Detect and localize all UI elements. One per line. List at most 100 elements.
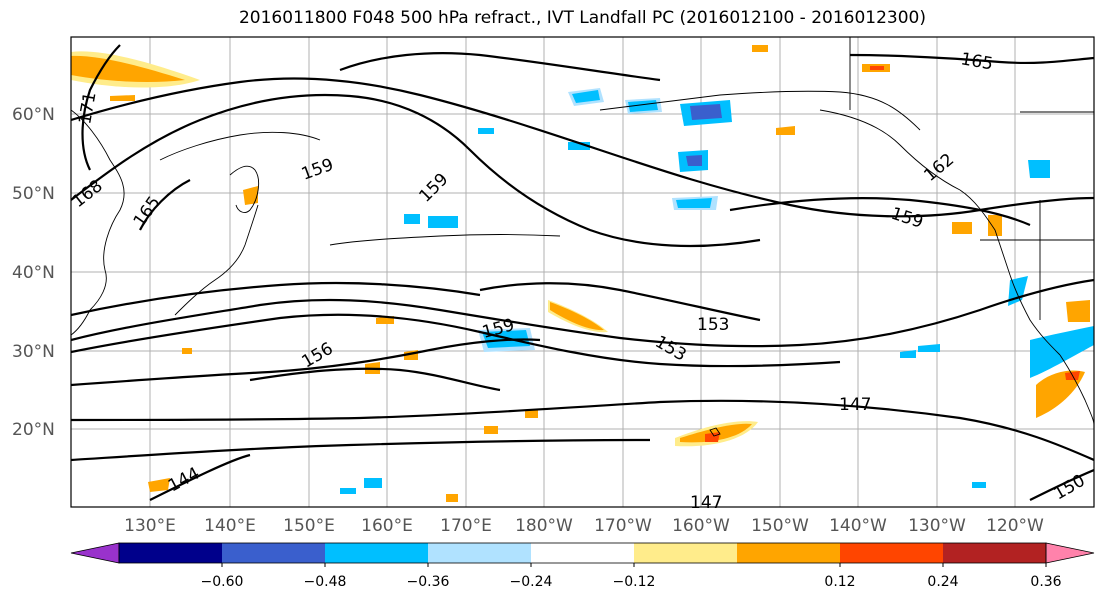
colorbar-extend-min bbox=[70, 542, 120, 564]
shade-positive bbox=[952, 222, 972, 234]
colorbar-tick-labels: −0.60−0.48−0.36−0.24−0.120.120.240.360.4… bbox=[201, 563, 1062, 590]
shade-negative bbox=[1030, 326, 1094, 378]
chart-title: 2016011800 F048 500 hPa refract., IVT La… bbox=[238, 8, 926, 28]
shade-negative bbox=[1028, 160, 1050, 178]
contour-line bbox=[479, 282, 761, 322]
colorbar-tick-label: −0.24 bbox=[510, 574, 553, 590]
lon-label: 150°E bbox=[283, 516, 335, 536]
shade-positive bbox=[243, 186, 258, 205]
lat-label: 20°N bbox=[12, 420, 55, 440]
colorbar-swatch bbox=[634, 543, 738, 563]
colorbar-swatch bbox=[531, 543, 635, 563]
shaded-features bbox=[71, 45, 1094, 502]
contour-line bbox=[149, 453, 251, 501]
contour-line bbox=[71, 281, 481, 317]
lat-label: 50°N bbox=[12, 184, 55, 204]
shade-negative bbox=[676, 198, 712, 208]
shade-positive bbox=[525, 410, 538, 418]
shade-negative bbox=[686, 155, 702, 166]
shade-positive bbox=[705, 432, 720, 442]
lat-label: 30°N bbox=[12, 342, 55, 362]
contour-line bbox=[729, 196, 1031, 227]
shade-positive bbox=[988, 215, 1002, 236]
coastline-gulf-alaska bbox=[819, 109, 961, 191]
colorbar-swatch bbox=[943, 543, 1047, 563]
coastlines bbox=[71, 37, 1094, 437]
colorbar-tick-label: 0.12 bbox=[824, 574, 855, 590]
contour-line bbox=[71, 438, 651, 462]
gridlines bbox=[71, 37, 1094, 507]
shade-positive bbox=[1036, 370, 1085, 418]
lon-label: 140°W bbox=[829, 516, 887, 536]
coastline-alaska bbox=[599, 90, 921, 131]
shade-negative bbox=[972, 482, 986, 488]
shade-positive bbox=[1066, 300, 1090, 322]
colorbar-swatch bbox=[222, 543, 326, 563]
contour-label: 147 bbox=[690, 493, 722, 513]
colorbar-tick-label: −0.12 bbox=[613, 574, 656, 590]
shade-negative bbox=[690, 104, 722, 120]
shade-negative bbox=[900, 350, 916, 358]
colorbar-outline bbox=[118, 542, 1047, 564]
shade-negative bbox=[404, 214, 420, 224]
contour-line bbox=[139, 179, 191, 231]
colorbar-tick-label: −0.48 bbox=[304, 574, 347, 590]
lon-label: 120°W bbox=[986, 516, 1044, 536]
lon-label: 130°W bbox=[908, 516, 966, 536]
colorbar-tick-label: 0.36 bbox=[1030, 574, 1061, 590]
colorbar-tick-label: 0.24 bbox=[927, 574, 958, 590]
contour-line bbox=[71, 399, 1094, 462]
shade-positive bbox=[752, 45, 768, 52]
shade-negative bbox=[572, 90, 600, 103]
lon-label: 170°W bbox=[594, 516, 652, 536]
lon-label: 140°E bbox=[204, 516, 256, 536]
colorbar-tick-label: −0.60 bbox=[201, 574, 244, 590]
latitude-labels: 60°N 50°N 40°N 30°N 20°N bbox=[12, 105, 55, 440]
shade-positive bbox=[110, 95, 135, 101]
colorbar-swatch bbox=[325, 543, 429, 563]
contour-line bbox=[71, 338, 541, 387]
lon-label: 150°W bbox=[751, 516, 809, 536]
contour-line bbox=[71, 278, 1094, 348]
shade-negative bbox=[340, 488, 356, 494]
contours bbox=[71, 44, 1094, 501]
shade-negative bbox=[428, 216, 458, 228]
colorbar-extend-max bbox=[1045, 542, 1095, 564]
coastline-aleutians bbox=[329, 234, 561, 246]
shade-positive bbox=[182, 348, 192, 354]
colorbar-swatch bbox=[428, 543, 532, 563]
coastline-mexico bbox=[1059, 354, 1094, 426]
shade-negative bbox=[918, 344, 940, 352]
shade-negative bbox=[628, 100, 658, 112]
contour-line bbox=[71, 93, 761, 248]
coastline-hawaii bbox=[709, 427, 721, 437]
lon-label: 180°W bbox=[515, 516, 573, 536]
contour-label: 147 bbox=[839, 395, 871, 415]
contour-label: 153 bbox=[697, 315, 729, 335]
lat-label: 40°N bbox=[12, 263, 55, 283]
shade-positive bbox=[446, 494, 458, 502]
colorbar-swatch bbox=[840, 543, 944, 563]
coastline-california bbox=[1009, 274, 1061, 356]
contour-line bbox=[81, 44, 121, 171]
colorbar-swatch bbox=[119, 543, 223, 563]
contour-line bbox=[1029, 468, 1094, 501]
shade-positive bbox=[484, 426, 498, 434]
shade-positive bbox=[870, 66, 884, 70]
contour-line bbox=[71, 77, 1094, 218]
colorbar bbox=[70, 542, 1095, 564]
map-frame bbox=[70, 36, 1095, 508]
coastline-bc bbox=[959, 189, 1011, 276]
lon-label: 160°W bbox=[672, 516, 730, 536]
shade-negative bbox=[364, 478, 382, 488]
shade-positive bbox=[550, 302, 604, 331]
contour-line bbox=[849, 53, 1094, 65]
longitude-labels: 130°E 140°E 150°E 160°E 170°E 180°W 170°W 160°W… bbox=[124, 516, 1044, 536]
shade-positive bbox=[148, 478, 170, 492]
coastline-okhotsk bbox=[159, 131, 321, 161]
contour-line bbox=[249, 367, 501, 392]
lon-label: 170°E bbox=[440, 516, 492, 536]
lon-label: 160°E bbox=[361, 516, 413, 536]
lat-label: 60°N bbox=[12, 105, 55, 125]
